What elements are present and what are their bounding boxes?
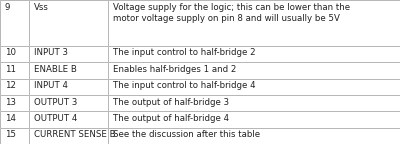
Bar (108, 62, 400, 79)
Text: See the discussion after this table: See the discussion after this table (113, 130, 260, 139)
Text: The output of half-bridge 4: The output of half-bridge 4 (113, 114, 229, 123)
Bar (29, 128, 108, 144)
Text: OUTPUT 4: OUTPUT 4 (34, 114, 77, 123)
Bar (29, 46, 108, 62)
Bar (29, 111, 108, 128)
Text: INPUT 3: INPUT 3 (34, 49, 68, 57)
Text: CURRENT SENSE B: CURRENT SENSE B (34, 130, 115, 139)
Text: Vss: Vss (34, 3, 48, 12)
Bar (0, 79, 29, 95)
Bar (108, 95, 400, 111)
Bar (108, 111, 400, 128)
Bar (29, 95, 108, 111)
Text: The input control to half-bridge 4: The input control to half-bridge 4 (113, 81, 256, 90)
Bar (29, 111, 108, 128)
Bar (0, 46, 29, 62)
Bar (108, 46, 400, 62)
Bar (0, 46, 29, 62)
Bar (0, 95, 29, 111)
Bar (108, 95, 400, 111)
Text: 15: 15 (5, 130, 16, 139)
Bar (0, 0, 29, 46)
Bar (0, 111, 29, 128)
Text: The output of half-bridge 3: The output of half-bridge 3 (113, 97, 229, 107)
Bar (108, 79, 400, 95)
Text: 12: 12 (5, 81, 16, 90)
Bar (0, 62, 29, 79)
Bar (108, 46, 400, 62)
Bar (0, 62, 29, 79)
Bar (0, 128, 29, 144)
Bar (108, 128, 400, 144)
Bar (0, 95, 29, 111)
Bar (108, 0, 400, 46)
Text: 11: 11 (5, 65, 16, 74)
Bar (0, 79, 29, 95)
Bar (108, 111, 400, 128)
Bar (29, 128, 108, 144)
Bar (0, 0, 29, 46)
Bar (0, 128, 29, 144)
Text: 13: 13 (5, 97, 16, 107)
Text: INPUT 4: INPUT 4 (34, 81, 68, 90)
Text: OUTPUT 3: OUTPUT 3 (34, 97, 77, 107)
Bar (29, 62, 108, 79)
Bar (108, 79, 400, 95)
Text: Voltage supply for the logic; this can be lower than the
motor voltage supply on: Voltage supply for the logic; this can b… (113, 3, 350, 23)
Bar (108, 128, 400, 144)
Bar (29, 79, 108, 95)
Bar (29, 62, 108, 79)
Text: Enables half-bridges 1 and 2: Enables half-bridges 1 and 2 (113, 65, 236, 74)
Bar (29, 79, 108, 95)
Bar (29, 0, 108, 46)
Bar (29, 46, 108, 62)
Text: ENABLE B: ENABLE B (34, 65, 76, 74)
Text: 14: 14 (5, 114, 16, 123)
Bar (108, 0, 400, 46)
Bar (0, 111, 29, 128)
Bar (108, 62, 400, 79)
Text: 10: 10 (5, 49, 16, 57)
Bar (29, 0, 108, 46)
Text: The input control to half-bridge 2: The input control to half-bridge 2 (113, 49, 256, 57)
Bar (29, 95, 108, 111)
Text: 9: 9 (5, 3, 10, 12)
